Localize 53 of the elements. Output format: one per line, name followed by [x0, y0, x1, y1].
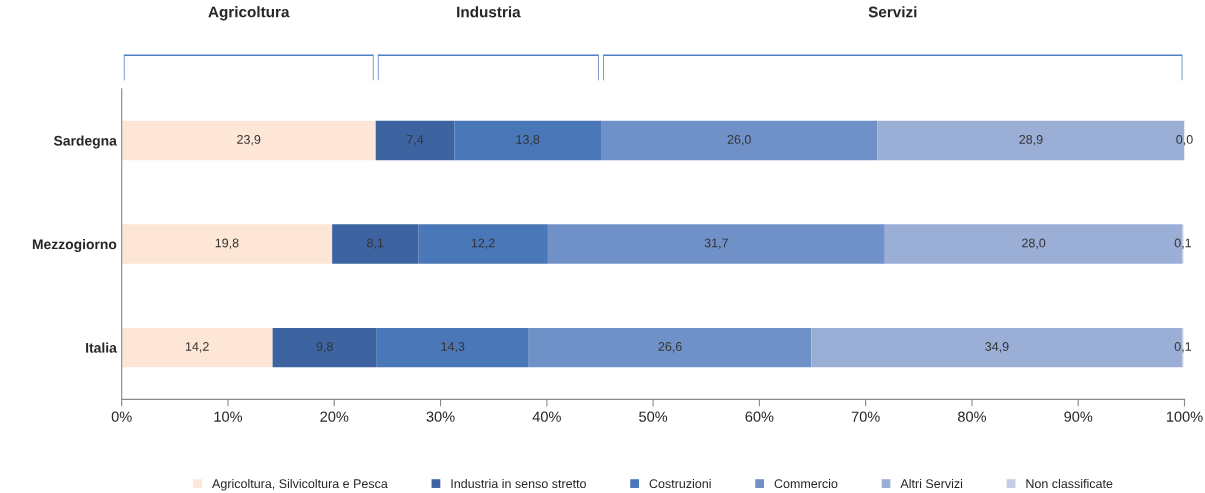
x-tick-label: 100%: [1166, 411, 1203, 422]
x-tick-label: 50%: [639, 411, 668, 422]
bar: [528, 327, 812, 368]
text: Agricoltura: [208, 6, 290, 21]
x-tick-label: 90%: [1064, 411, 1093, 422]
legend-label: Agricoltura, Silvicoltura e Pesca: [212, 478, 388, 491]
bar: [121, 120, 376, 161]
data-label: 26,6: [658, 342, 682, 353]
data-label: 12,2: [471, 238, 495, 249]
data-label: 31,7: [704, 238, 728, 249]
y-tick-label: Mezzogiorno: [32, 239, 117, 253]
data-label: 23,9: [237, 135, 261, 146]
data-label: 0,0: [1176, 135, 1193, 146]
bar: [454, 120, 602, 161]
data-label: 0,1: [1174, 238, 1191, 249]
y-tick-label: Italia: [86, 342, 117, 353]
data-label: 14,3: [441, 342, 465, 353]
data-label: 0,1: [1174, 342, 1191, 353]
data-label: 28,0: [1022, 238, 1046, 249]
data-label: 8,1: [367, 238, 384, 249]
x-tick-label: 10%: [214, 411, 243, 422]
bar: [272, 327, 377, 368]
data-label: 14,2: [185, 342, 209, 353]
text: Industria: [457, 6, 521, 18]
bar: [418, 224, 548, 264]
data-label: 13,8: [516, 135, 540, 146]
x-tick-label: 30%: [426, 411, 455, 422]
x-tick-label: 60%: [745, 411, 774, 422]
data-label: 34,9: [985, 342, 1009, 353]
bar: [601, 120, 878, 161]
x-tick-label: 80%: [957, 411, 987, 422]
bar: [375, 120, 455, 161]
y-tick-label: Sardegna: [53, 135, 117, 149]
legend-label: Industria in senso stretto: [451, 478, 586, 489]
legend-label: Non classificate: [1026, 478, 1113, 489]
bar: [376, 327, 529, 368]
data-label: 26,0: [727, 135, 751, 146]
text: Servizi: [868, 6, 917, 18]
data-label: 19,8: [215, 238, 239, 249]
x-tick-label: 20%: [320, 411, 349, 422]
legend-label: Commercio: [774, 478, 838, 489]
legend-label: Altri Servizi: [900, 478, 963, 489]
x-tick-label: 0%: [111, 411, 132, 422]
data-label: 28,9: [1019, 135, 1043, 146]
bar: [332, 224, 419, 264]
data-label: 7,4: [406, 135, 424, 146]
data-label: 9,8: [316, 342, 333, 353]
legend-label: Costruzioni: [649, 478, 711, 489]
x-tick-label: 40%: [532, 411, 561, 422]
bar: [121, 327, 273, 368]
bar: [547, 224, 885, 264]
x-tick-label: 70%: [851, 411, 880, 422]
bar: [121, 224, 333, 264]
